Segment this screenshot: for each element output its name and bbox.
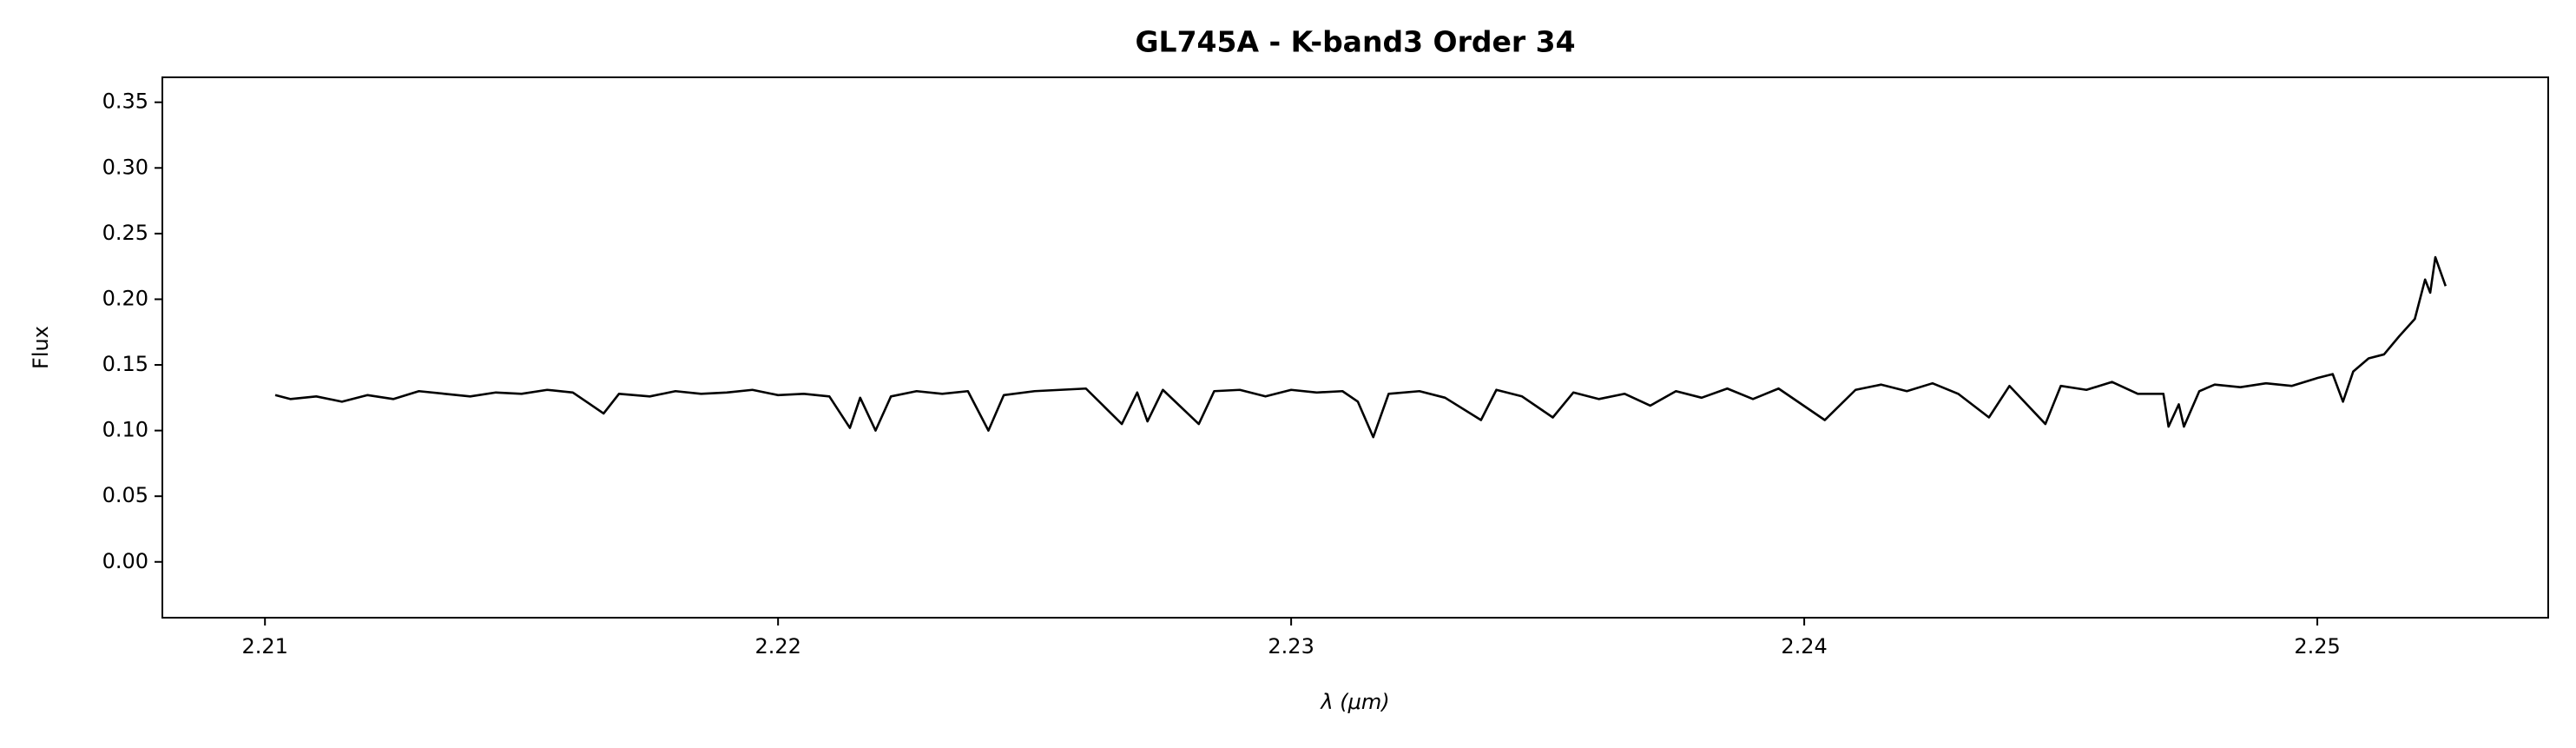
y-tick-label: 0.15 [102,352,148,376]
x-tick-label: 2.24 [1781,634,1827,659]
y-tick-label: 0.00 [102,549,148,573]
spectrum-line [274,255,2448,439]
plot-frame [161,76,2549,619]
y-axis-label: Flux [29,326,53,369]
y-tick-label: 0.30 [102,155,148,179]
x-tick-label: 2.25 [2294,634,2340,659]
chart-title: GL745A - K-band3 Order 34 [1135,25,1575,59]
x-axis-label: λ (μm) [1319,690,1389,714]
y-tick-label: 0.05 [102,483,148,507]
y-tick-label: 0.10 [102,418,148,442]
x-tick-label: 2.21 [241,634,287,659]
y-tick-label: 0.35 [102,89,148,114]
y-tick-label: 0.25 [102,221,148,245]
x-tick-label: 2.23 [1268,634,1314,659]
y-tick-label: 0.20 [102,286,148,310]
x-tick-label: 2.22 [754,634,800,659]
